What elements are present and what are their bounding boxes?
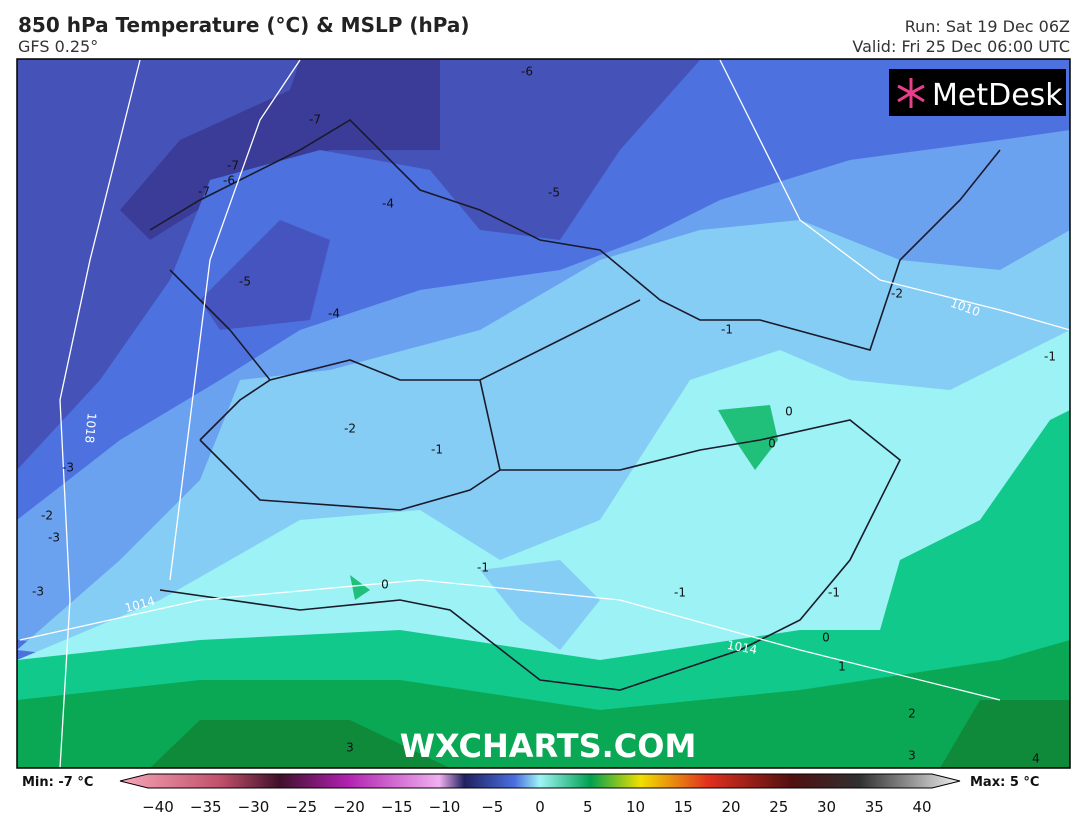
contour-label: 4 bbox=[1032, 752, 1040, 766]
watermark: WXCHARTS.COM bbox=[400, 727, 697, 765]
temp-band bbox=[200, 220, 330, 330]
colorbar-tick-label: −30 bbox=[238, 798, 270, 816]
contour-label: 0 bbox=[785, 405, 793, 419]
contour-label: 3 bbox=[346, 741, 354, 755]
contour-label: -2 bbox=[41, 509, 53, 523]
temp-band bbox=[718, 405, 778, 470]
contour-label: 1 bbox=[838, 660, 846, 674]
isobars bbox=[19, 59, 1070, 768]
temp-band bbox=[350, 575, 370, 600]
colorbar-tick-label: −25 bbox=[285, 798, 317, 816]
contour-label: 0 bbox=[822, 631, 830, 645]
colorbar-tick-label: 35 bbox=[865, 798, 884, 816]
valid: Valid: Fri 25 Dec 06:00 UTC bbox=[852, 37, 1070, 56]
contour-label: 0 bbox=[381, 578, 389, 592]
contour-label: -6 bbox=[521, 65, 533, 79]
contour-labels: -6 -7 -7 -6 -7 -4 -5 -5 -4 -2 -1 -3 -2 -… bbox=[32, 65, 1056, 766]
isobar-label: 1014 bbox=[726, 638, 759, 657]
contour-label: -1 bbox=[828, 586, 840, 600]
contour-label: -1 bbox=[721, 323, 733, 337]
contour-label: -1 bbox=[477, 561, 489, 575]
colorbar-tick-label: 10 bbox=[626, 798, 645, 816]
logo-icon bbox=[897, 78, 925, 108]
contour-label: -7 bbox=[309, 113, 321, 127]
temp-band bbox=[480, 560, 600, 650]
contour-label: -3 bbox=[32, 585, 44, 599]
isobar-label: 1018 bbox=[82, 412, 99, 444]
temp-band bbox=[120, 60, 440, 240]
contour-label: -5 bbox=[548, 186, 560, 200]
colorbar-tick-label: −40 bbox=[142, 798, 174, 816]
colorbar-tick-label: −10 bbox=[429, 798, 461, 816]
colorbar-tick-label: 0 bbox=[535, 798, 545, 816]
colorbar-tick-label: −15 bbox=[381, 798, 413, 816]
model: GFS 0.25° bbox=[18, 37, 98, 56]
colorbar-tick-label: 40 bbox=[912, 798, 931, 816]
map: -6 -7 -7 -6 -7 -4 -5 -5 -4 -2 -1 -3 -2 -… bbox=[16, 58, 1071, 769]
colorbar-min: Min: -7 °C bbox=[22, 775, 93, 790]
contour-label: -3 bbox=[48, 531, 60, 545]
contour-label: -5 bbox=[239, 275, 251, 289]
colorbar-tick-label: 30 bbox=[817, 798, 836, 816]
contour-label: 3 bbox=[908, 749, 916, 763]
colorbar-tick-label: 5 bbox=[583, 798, 593, 816]
colorbar-tick-label: 15 bbox=[674, 798, 693, 816]
contour-label: -7 bbox=[198, 185, 210, 199]
colorbar: Min: -7 °C Max: 5 °C −40 −35 −30 −25 −20 −15−… bbox=[22, 773, 1039, 816]
title: 850 hPa Temperature (°C) & MSLP (hPa) bbox=[18, 13, 469, 37]
colorbar-tick-label: −20 bbox=[333, 798, 365, 816]
contour-label: -7 bbox=[227, 159, 239, 173]
temp-band bbox=[17, 410, 1070, 768]
borders bbox=[149, 118, 1001, 691]
colorbar-tick-label: −35 bbox=[190, 798, 222, 816]
contour-label: 2 bbox=[908, 707, 916, 721]
contour-label: -3 bbox=[62, 461, 74, 475]
contour-label: -4 bbox=[328, 307, 340, 321]
logo-box bbox=[889, 69, 1066, 116]
contour-label: -1 bbox=[1044, 350, 1056, 364]
contour-label: 0 bbox=[768, 437, 776, 451]
run: Run: Sat 19 Dec 06Z bbox=[905, 17, 1070, 36]
colorbar-tick-label: 20 bbox=[721, 798, 740, 816]
map-frame bbox=[16, 58, 1071, 769]
contour-label: -1 bbox=[674, 586, 686, 600]
colorbar-tick-label: 25 bbox=[769, 798, 788, 816]
contour-label: -1 bbox=[431, 443, 443, 457]
colorbar-tick-label: −5 bbox=[481, 798, 503, 816]
contour-label: -4 bbox=[382, 197, 394, 211]
contour-label: -2 bbox=[891, 287, 903, 301]
contour-label: -2 bbox=[344, 422, 356, 436]
colorbar-ticks: −40 −35 −30 −25 −20 −15 −10 −5 0 5 10 15 20 25 30 35 40 bbox=[142, 798, 931, 816]
temp-band bbox=[150, 700, 1070, 768]
logo-text: MetDesk bbox=[932, 78, 1063, 113]
contour-label: -6 bbox=[223, 174, 235, 188]
colorbar-max: Max: 5 °C bbox=[970, 775, 1039, 790]
